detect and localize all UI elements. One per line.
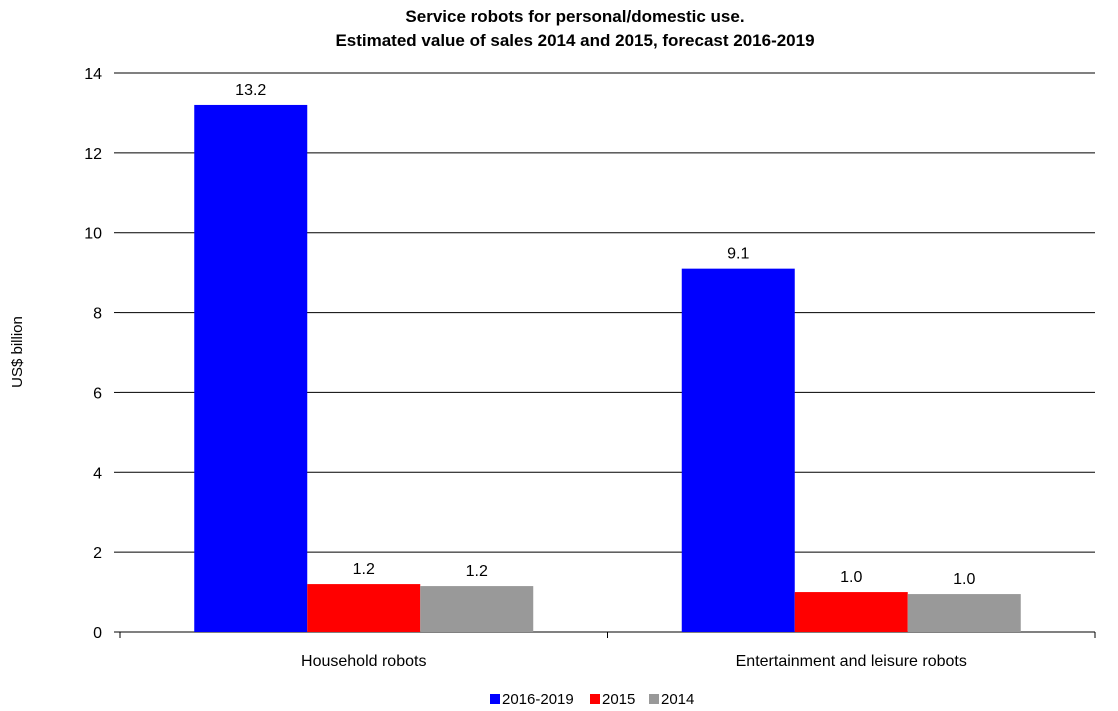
bar-2015-entertainment <box>794 592 908 632</box>
data-label: 1.2 <box>353 561 375 578</box>
bar-2014-entertainment <box>907 594 1021 632</box>
data-label: 1.0 <box>953 571 975 588</box>
y-tick-labels: 0 2 4 6 8 10 12 14 <box>84 66 102 642</box>
bar-2016-2019-household <box>194 104 308 632</box>
chart-title-line-1: Service robots for personal/domestic use… <box>405 7 744 26</box>
data-label: 9.1 <box>727 246 749 263</box>
bars <box>194 104 1021 632</box>
legend-label: 2014 <box>661 691 694 708</box>
y-tick-label: 10 <box>84 226 102 243</box>
y-tick-label: 4 <box>93 465 102 482</box>
y-tick-label: 14 <box>84 66 102 83</box>
data-label: 1.2 <box>466 563 488 580</box>
bar-2014-household <box>420 586 534 632</box>
y-tick-label: 12 <box>84 146 102 163</box>
chart-title-line-2: Estimated value of sales 2014 and 2015, … <box>335 31 814 50</box>
y-tick-label: 6 <box>93 385 102 402</box>
legend-label: 2015 <box>602 691 635 708</box>
data-labels: 13.2 1.2 1.2 9.1 1.0 1.0 <box>235 82 975 588</box>
category-labels: Household robots Entertainment and leisur… <box>301 653 967 670</box>
y-tick-label: 2 <box>93 545 102 562</box>
x-category-label: Entertainment and leisure robots <box>736 653 967 670</box>
bar-2015-household <box>307 584 421 632</box>
data-label: 13.2 <box>235 82 266 99</box>
y-tick-label: 8 <box>93 306 102 323</box>
legend: 2016-2019 2015 2014 <box>490 691 694 708</box>
legend-swatch <box>490 694 500 704</box>
y-tick-label: 0 <box>93 625 102 642</box>
x-category-label: Household robots <box>301 653 426 670</box>
legend-swatch <box>590 694 600 704</box>
legend-swatch <box>649 694 659 704</box>
bar-2016-2019-entertainment <box>681 268 795 632</box>
legend-label: 2016-2019 <box>502 691 574 708</box>
y-axis-label: US$ billion <box>9 316 26 388</box>
data-label: 1.0 <box>840 569 862 586</box>
